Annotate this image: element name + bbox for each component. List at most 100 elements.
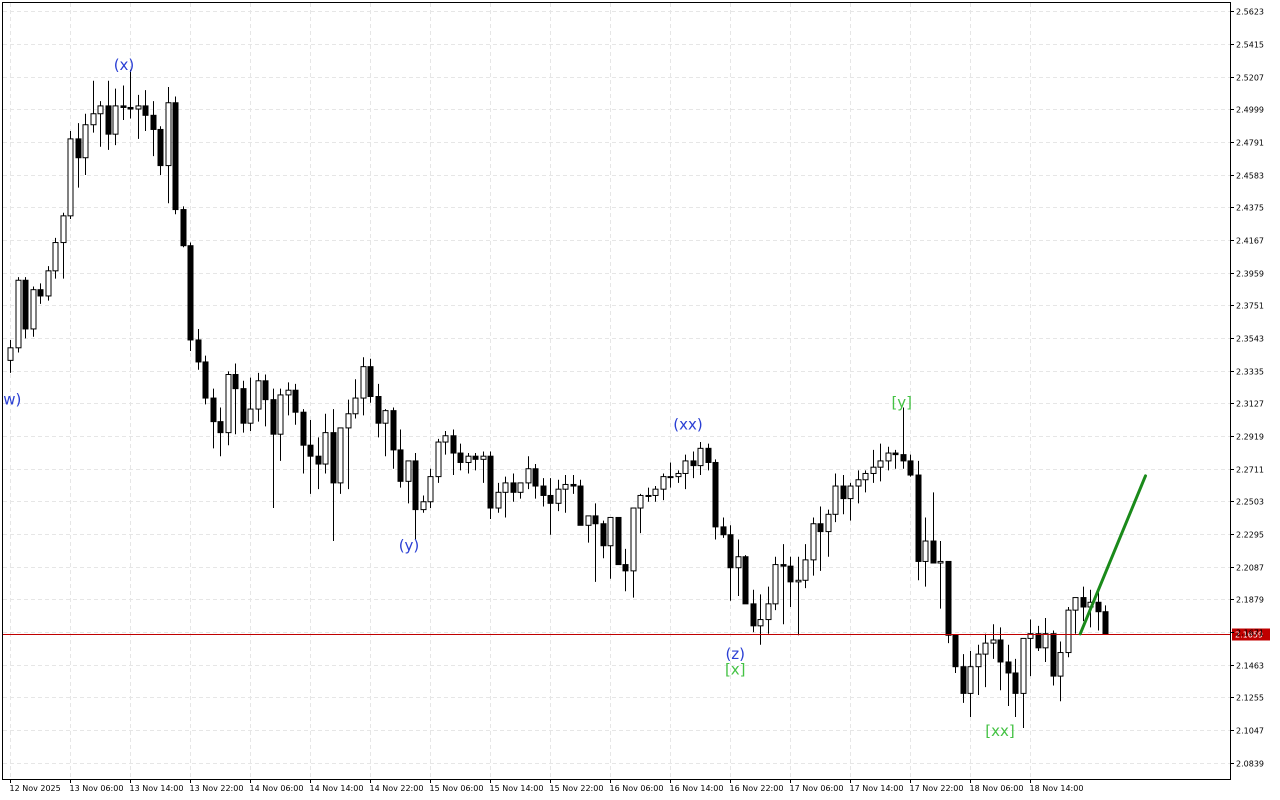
candle-body-bearish (622, 564, 629, 572)
candle (420, 495, 427, 513)
candle (480, 451, 487, 483)
candle-body-bullish (630, 507, 637, 572)
candle (1020, 637, 1027, 728)
candle-body-bullish (832, 485, 839, 515)
candle (600, 520, 607, 559)
candle (765, 586, 772, 634)
candle (465, 453, 472, 474)
candle-body-bearish (952, 634, 959, 668)
candle (922, 517, 929, 587)
candle (142, 90, 149, 132)
candle (930, 492, 937, 564)
candle (1035, 625, 1042, 651)
candle-body-bullish (15, 279, 22, 349)
candle-body-bearish (720, 526, 727, 536)
candle (262, 374, 269, 427)
forecast-arrow-line (1078, 474, 1147, 636)
candle-body-bullish (337, 427, 344, 484)
candle (90, 80, 97, 133)
candle (742, 555, 749, 605)
candle (97, 101, 104, 147)
candle-body-bearish (727, 534, 734, 569)
candle-body-bearish (915, 474, 922, 562)
candle-body-bearish (150, 114, 157, 130)
candle (547, 478, 554, 535)
candle (202, 355, 209, 405)
plot-frame (2, 2, 1231, 780)
candle-body-bearish (1012, 672, 1019, 694)
wave-label: (x) (114, 56, 135, 74)
candle (570, 475, 577, 494)
candle (22, 277, 29, 339)
candle (37, 283, 44, 304)
y-tick-label: 2.0839 (1236, 760, 1264, 769)
candle-body-bearish (270, 399, 277, 435)
wave-label: (z) (725, 645, 745, 663)
candle-body-bearish (510, 482, 517, 493)
candle-body-bearish (472, 455, 479, 460)
x-tick-label: 16 Nov 06:00 (610, 784, 664, 793)
candle (697, 442, 704, 476)
candle (622, 548, 629, 592)
candle (225, 371, 232, 446)
candle-body-bullish (795, 579, 802, 583)
y-tick-label: 2.5207 (1236, 74, 1264, 83)
candle-body-bullish (1027, 633, 1034, 639)
candle-body-bearish (892, 452, 899, 456)
candle (555, 479, 562, 512)
candle (270, 388, 277, 509)
candle (982, 633, 989, 688)
candle-body-bearish (450, 435, 457, 454)
x-tick-label: 13 Nov 06:00 (70, 784, 124, 793)
candle-body-bullish (405, 460, 412, 482)
candle-body-bullish (427, 476, 434, 503)
candle (727, 525, 734, 601)
candle-body-bearish (202, 361, 209, 399)
candle (1102, 605, 1109, 635)
candle-body-bullish (322, 432, 329, 465)
candle (840, 475, 847, 515)
candle-body-bearish (457, 452, 464, 463)
candle-body-bullish (135, 105, 142, 110)
x-tick-label: 13 Nov 14:00 (130, 784, 184, 793)
candle (757, 594, 764, 645)
candle-body-bearish (577, 485, 584, 526)
candle (990, 624, 997, 659)
y-tick-label: 2.4791 (1236, 139, 1264, 148)
candle-body-bullish (495, 491, 502, 509)
candle-body-bearish (592, 515, 599, 525)
x-tick-label: 14 Nov 14:00 (310, 784, 364, 793)
candle (915, 460, 922, 581)
x-tick-label: 16 Nov 22:00 (730, 784, 784, 793)
current-price-label: 2.1659 (1235, 631, 1263, 640)
candle (352, 379, 359, 419)
candle (1065, 606, 1072, 658)
candle-body-bearish (1050, 633, 1057, 677)
candle-body-bearish (742, 556, 749, 605)
candle (30, 286, 37, 337)
wave-labels: (x) (y) (xx) (z)[x] [y] [xx] w) (3, 56, 1015, 740)
candle-body-bearish (690, 460, 697, 467)
candles (7, 69, 1109, 728)
candle-body-bullish (847, 485, 854, 500)
candle (412, 453, 419, 540)
candle (787, 556, 794, 607)
candle-body-bullish (112, 105, 119, 135)
wave-label: [x] (725, 661, 746, 679)
candle (855, 470, 862, 504)
candle-body-bearish (750, 603, 757, 627)
candle-body-bullish (667, 476, 674, 479)
candle (472, 453, 479, 471)
candle (517, 482, 524, 499)
candle-body-bearish (997, 639, 1004, 663)
candle-body-bullish (420, 501, 427, 511)
candle (847, 482, 854, 521)
candle-body-bearish (367, 366, 374, 397)
candle-body-bullish (442, 435, 449, 443)
candle (937, 541, 944, 609)
candle-body-bullish (502, 482, 509, 493)
candle (315, 437, 322, 490)
candle (960, 654, 967, 703)
candle (120, 85, 127, 121)
candle-body-bearish (105, 105, 112, 135)
